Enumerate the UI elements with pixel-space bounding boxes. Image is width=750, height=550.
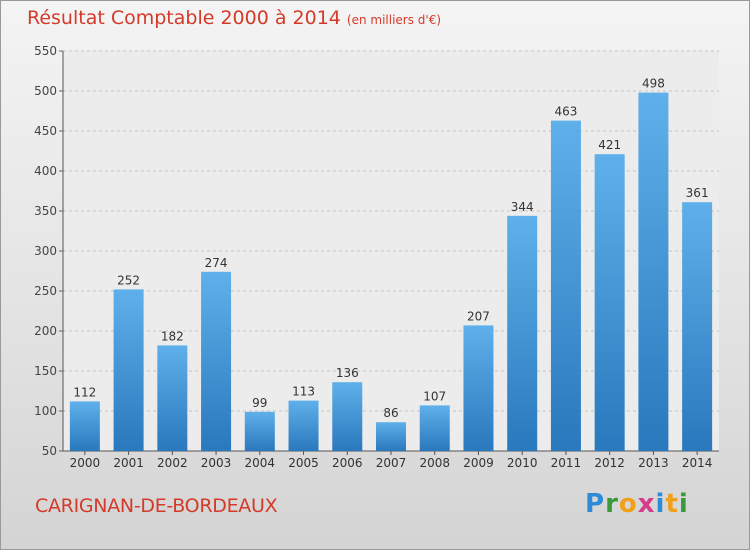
x-tick-label: 2009 xyxy=(463,456,494,470)
bar-value-label: 498 xyxy=(642,77,665,91)
bar-value-label: 421 xyxy=(598,138,621,152)
y-tick-label: 450 xyxy=(34,124,57,138)
bar xyxy=(69,401,100,451)
bar-value-label: 252 xyxy=(117,273,140,287)
bar xyxy=(157,345,188,451)
city-name: CARIGNAN-DE-BORDEAUX xyxy=(35,495,278,517)
bar-value-label: 112 xyxy=(73,385,96,399)
bar-value-label: 86 xyxy=(383,406,398,420)
proxiti-logo: Proxiti xyxy=(585,489,689,519)
chart-title: Résultat Comptable 2000 à 2014 (en millie… xyxy=(27,7,441,29)
y-tick-label: 250 xyxy=(34,284,57,298)
bar xyxy=(594,154,625,451)
bar-value-label: 182 xyxy=(161,329,184,343)
bar xyxy=(288,400,319,451)
y-tick-label: 350 xyxy=(34,204,57,218)
bar-value-label: 463 xyxy=(554,105,577,119)
y-tick-label: 100 xyxy=(34,404,57,418)
x-tick-label: 2014 xyxy=(682,456,713,470)
bar xyxy=(244,411,275,451)
x-tick-label: 2007 xyxy=(376,456,407,470)
bar-value-label: 107 xyxy=(423,389,446,403)
bar xyxy=(113,289,144,451)
bar-value-label: 344 xyxy=(511,200,534,214)
bar-value-label: 99 xyxy=(252,396,267,410)
x-tick-label: 2001 xyxy=(113,456,144,470)
bar xyxy=(463,325,494,451)
x-tick-label: 2004 xyxy=(245,456,276,470)
bar xyxy=(376,422,406,451)
x-tick-label: 2003 xyxy=(201,456,232,470)
y-tick-label: 200 xyxy=(34,324,57,338)
bar xyxy=(682,202,713,451)
bar xyxy=(550,120,581,451)
title-text: Résultat Comptable 2000 à 2014 xyxy=(27,7,341,29)
x-tick-label: 2010 xyxy=(507,456,538,470)
bar xyxy=(507,215,538,451)
y-tick-label: 500 xyxy=(34,84,57,98)
x-tick-label: 2012 xyxy=(594,456,625,470)
x-tick-label: 2011 xyxy=(551,456,582,470)
bar-value-label: 136 xyxy=(336,366,359,380)
x-tick-label: 2008 xyxy=(419,456,450,470)
x-tick-label: 2006 xyxy=(332,456,363,470)
bar-value-label: 207 xyxy=(467,309,490,323)
bar xyxy=(419,405,450,451)
bar xyxy=(201,271,232,451)
y-tick-label: 150 xyxy=(34,364,57,378)
bar-value-label: 361 xyxy=(686,186,709,200)
x-tick-label: 2002 xyxy=(157,456,188,470)
bar-value-label: 113 xyxy=(292,385,315,399)
bar-value-label: 274 xyxy=(205,256,228,270)
bar xyxy=(638,92,669,451)
bar xyxy=(332,382,363,451)
y-tick-label: 50 xyxy=(42,444,57,458)
x-tick-label: 2000 xyxy=(70,456,101,470)
x-tick-label: 2005 xyxy=(288,456,319,470)
x-tick-label: 2013 xyxy=(638,456,669,470)
y-tick-label: 400 xyxy=(34,164,57,178)
chart-subtitle: (en milliers d'€) xyxy=(346,13,442,27)
y-tick-label: 550 xyxy=(34,44,57,58)
y-tick-label: 300 xyxy=(34,244,57,258)
